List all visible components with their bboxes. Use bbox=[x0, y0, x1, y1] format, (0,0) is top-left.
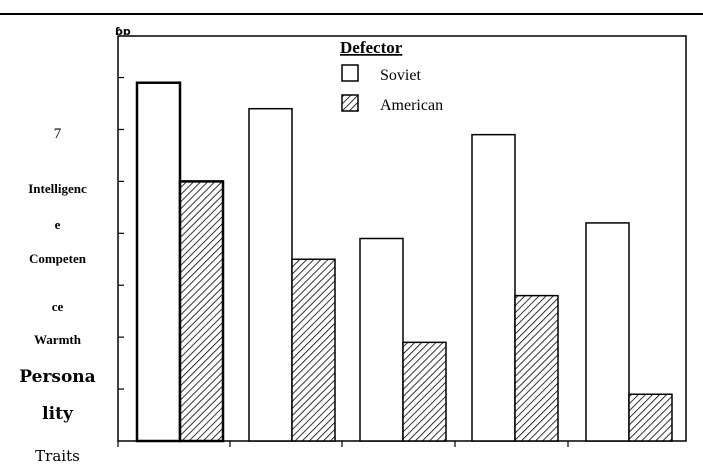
legend-swatch-soviet bbox=[341, 64, 359, 82]
y-axis-label-traits: Traits bbox=[35, 447, 80, 465]
bar-american-5 bbox=[628, 393, 673, 442]
y-axis-label-personality-1: Persona bbox=[19, 367, 96, 387]
y-axis-label-intelligence-2: e bbox=[54, 217, 61, 232]
bar-american-1 bbox=[178, 180, 225, 443]
bar-american-2 bbox=[291, 258, 336, 442]
legend: Defector Soviet American bbox=[340, 38, 443, 114]
legend-title: Defector bbox=[340, 38, 403, 57]
bar-soviet-5 bbox=[585, 222, 630, 442]
y-axis-label-warmth: Warmth bbox=[34, 332, 81, 347]
bar-american-4 bbox=[514, 294, 559, 442]
bar-american-3 bbox=[402, 341, 447, 442]
x-ticks-group bbox=[117, 441, 569, 447]
y-axis-label-intelligence-1: Intelligenc bbox=[28, 181, 87, 196]
bar-soviet-2 bbox=[248, 107, 293, 442]
legend-swatch-american bbox=[341, 94, 359, 112]
legend-label-soviet: Soviet bbox=[380, 67, 421, 84]
bar-soviet-1 bbox=[135, 81, 182, 443]
y-axis-label-competence-2: ce bbox=[51, 299, 64, 314]
bar-soviet-3 bbox=[359, 237, 404, 442]
bar-soviet-4 bbox=[471, 133, 516, 442]
legend-label-american: American bbox=[380, 97, 443, 114]
y-axis-label-personality-2: lity bbox=[42, 404, 73, 424]
bars-group bbox=[135, 81, 673, 443]
y-tick-label-7: 7 bbox=[53, 126, 62, 142]
y-ticks-group bbox=[118, 76, 124, 390]
y-axis-label-competence-1: Competen bbox=[28, 251, 87, 266]
header-mark: ɓɒ bbox=[115, 25, 131, 38]
